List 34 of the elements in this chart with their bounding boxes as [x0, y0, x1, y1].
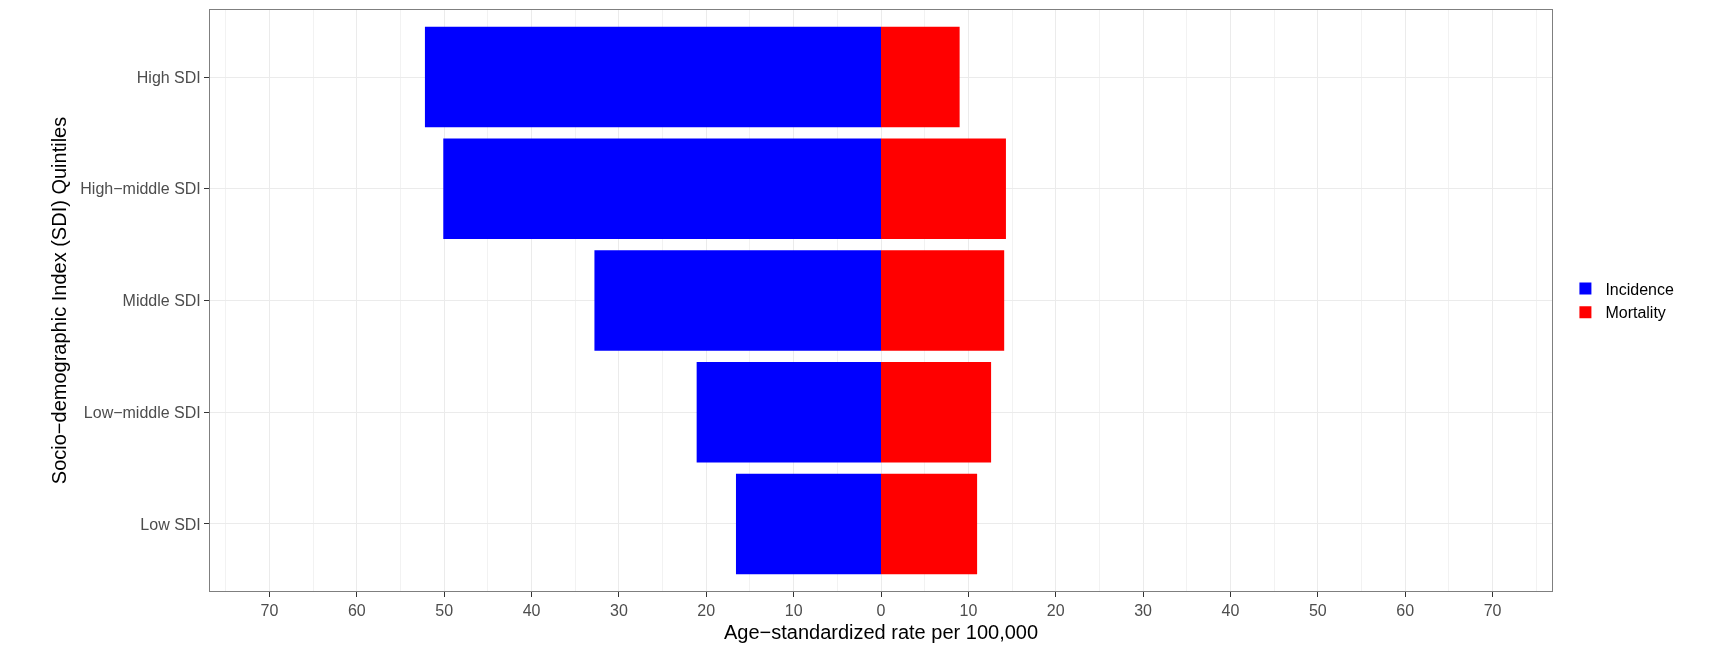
x-tick-label: 60: [347, 602, 366, 620]
y-tick-label: High−middle SDI: [80, 180, 201, 198]
x-tick-label: 30: [609, 602, 628, 620]
legend-label: Incidence: [1605, 280, 1675, 298]
x-tick-label: 50: [1308, 602, 1327, 620]
x-tick-label: 70: [1483, 602, 1502, 620]
x-tick-label: 0: [876, 602, 886, 620]
x-tick-label: 20: [1046, 602, 1065, 620]
legend-label: Mortality: [1605, 304, 1666, 322]
x-tick-label: 30: [1134, 602, 1153, 620]
x-axis-title: Age−standardized rate per 100,000: [723, 620, 1039, 643]
bar: [424, 26, 881, 128]
x-tick-label: 60: [1396, 602, 1415, 620]
bar: [881, 138, 1006, 240]
bar: [696, 361, 881, 463]
x-tick-label: 50: [435, 602, 454, 620]
y-tick-label: Low SDI: [140, 515, 201, 533]
bar: [881, 473, 978, 575]
y-tick-label: Middle SDI: [122, 292, 201, 310]
x-tick-label: 70: [260, 602, 279, 620]
x-tick-label: 40: [1221, 602, 1240, 620]
bar: [881, 250, 1005, 351]
bar: [443, 138, 881, 240]
bar: [881, 26, 960, 128]
x-tick-label: 20: [697, 602, 716, 620]
bar: [735, 473, 881, 575]
x-tick-label: 10: [959, 602, 978, 620]
bar: [881, 361, 992, 463]
y-tick-label: Low−middle SDI: [83, 403, 201, 421]
bar: [594, 250, 881, 351]
x-tick-label: 10: [784, 602, 803, 620]
y-axis-title: Socio−demographic Index (SDI) Quintiles: [47, 116, 70, 485]
x-tick-label: 40: [522, 602, 541, 620]
y-tick-label: High SDI: [136, 68, 201, 86]
